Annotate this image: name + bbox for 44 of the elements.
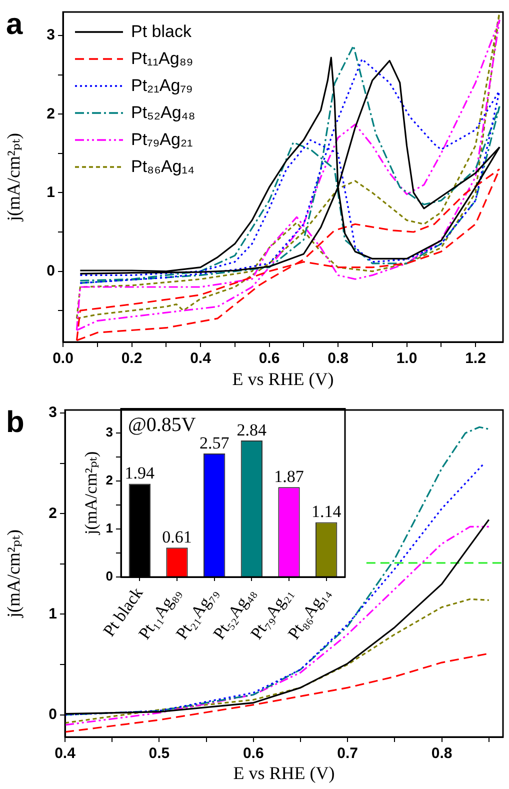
x-tick-label: 0.0	[52, 350, 74, 368]
y-tick-label: 1	[46, 184, 55, 201]
x-tick-label: 1.0	[396, 350, 418, 368]
x-tick-label: 0.7	[337, 745, 358, 762]
y-axis-title: j(mA/cm²ₚₜ)	[82, 451, 101, 536]
y-tick-label: 2	[46, 105, 55, 122]
data-label: 2.84	[236, 420, 268, 440]
data-label: 1.14	[311, 502, 342, 522]
y-tick-label: 3	[46, 26, 55, 44]
text: b	[6, 406, 24, 439]
y-tick-label: 0	[48, 706, 57, 724]
data-label: 2.57	[199, 433, 230, 452]
legend-label: Pt₈₆Ag₁₄	[131, 156, 194, 176]
y-tick-label: 2	[48, 504, 57, 522]
x-tick-label: 0.8	[431, 745, 452, 762]
x-tick-label: 1.2	[465, 350, 486, 368]
x-tick-label: 0.5	[148, 745, 170, 762]
legend-label: Pt black	[131, 22, 192, 42]
data-label: 0.61	[162, 528, 192, 547]
text: a	[6, 8, 23, 41]
annotation: @0.85V	[128, 414, 196, 436]
y-tick-label: 3	[106, 424, 113, 440]
y-tick-label: 0	[46, 262, 55, 280]
x-axis-title: E vs RHE (V)	[233, 762, 335, 783]
y-tick-label: 1	[106, 520, 113, 536]
legend-label: Pt₂₁Ag₇₉	[131, 76, 193, 96]
x-tick-label: 0.2	[121, 350, 142, 368]
legend-label: Pt₇₉Ag₂₁	[131, 130, 193, 150]
x-tick-label: 0.8	[328, 350, 348, 368]
x-tick-label: 0.4	[54, 745, 76, 762]
x-tick-label: 0.6	[242, 745, 264, 762]
y-axis-title: j(mA/cm²ₚₜ)	[4, 529, 24, 619]
y-tick-label: 0	[106, 568, 113, 584]
y-axis-title: j(mA/cm²ₚₜ)	[4, 132, 24, 222]
x-axis-title: E vs RHE (V)	[232, 368, 334, 389]
legend-label: Pt₅₂Ag₄₈	[131, 102, 196, 122]
data-label: 1.94	[124, 464, 156, 483]
legend-label: Pt₁₁Ag₈₉	[131, 48, 194, 68]
x-tick-label: 0.4	[190, 350, 212, 368]
y-tick-label: 1	[48, 605, 57, 622]
y-tick-label: 2	[106, 472, 113, 488]
x-tick-label: 0.6	[258, 350, 280, 368]
data-label: 1.87	[274, 467, 304, 486]
y-tick-label: 3	[48, 404, 57, 422]
